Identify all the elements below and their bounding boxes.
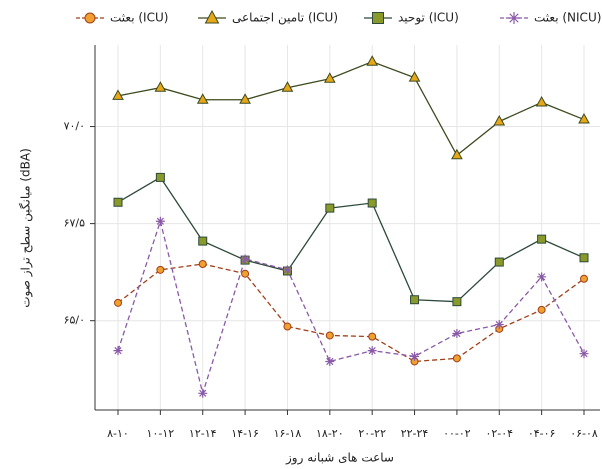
data-point — [367, 198, 377, 208]
data-point — [325, 356, 335, 366]
data-point — [579, 349, 589, 359]
data-point — [580, 274, 588, 283]
x-tick-label: ۱۲-۱۴ — [189, 427, 217, 440]
data-point — [493, 114, 506, 126]
data-point — [452, 329, 462, 339]
data-point — [537, 234, 547, 244]
x-tick-label: ۱۴-۱۶ — [231, 427, 259, 440]
y-axis-label: میانگین سطح تراز صوت (dBA) — [19, 148, 34, 308]
data-point — [241, 269, 250, 278]
x-tick-label: ۰۰-۰۲ — [443, 427, 471, 440]
legend-marker — [372, 12, 384, 24]
data-point — [494, 320, 504, 330]
series-line — [117, 218, 585, 396]
data-point — [154, 81, 167, 92]
data-point — [113, 346, 123, 356]
data-point — [410, 351, 420, 361]
data-point — [410, 295, 420, 305]
x-tick-label: ۲۲-۲۴ — [401, 427, 429, 440]
series-line — [117, 60, 585, 157]
x-tick-label: ۰۴-۰۶ — [528, 427, 556, 440]
legend-marker — [508, 12, 520, 24]
data-point — [282, 265, 292, 275]
y-tick-label: ۶۷/۵ — [64, 217, 86, 230]
data-point — [494, 257, 504, 267]
legend-label: توحید (ICU) — [398, 11, 459, 26]
data-point — [281, 81, 294, 92]
legend-label: بعثت (NICU) — [534, 11, 601, 25]
data-point — [452, 354, 461, 363]
data-point — [196, 93, 209, 104]
x-tick-label: ۱۶-۱۸ — [274, 427, 302, 440]
data-point — [156, 265, 165, 274]
data-point — [578, 113, 590, 124]
legend-marker — [84, 12, 96, 24]
data-point — [240, 254, 250, 264]
data-point — [579, 253, 589, 263]
data-point — [366, 55, 379, 66]
data-point — [155, 172, 165, 182]
legend-label: تامین اجتماعی (ICU) — [232, 11, 338, 26]
data-point — [535, 95, 548, 107]
data-point — [451, 148, 463, 160]
x-tick-label: ۰۲-۰۴ — [485, 427, 513, 440]
y-tick-label: ۶۵/۰ — [64, 314, 85, 327]
x-tick-label: ۸-۱۰ — [107, 427, 129, 440]
x-axis-label: ساعت های شبانه روز — [285, 451, 394, 466]
data-point — [537, 272, 547, 282]
data-point — [408, 71, 421, 82]
x-tick-label: ۰۶-۰۸ — [570, 427, 598, 440]
series-line — [117, 263, 585, 363]
data-point — [198, 388, 208, 398]
data-point — [198, 236, 208, 246]
data-point — [155, 216, 165, 226]
data-point — [323, 72, 336, 83]
data-point — [452, 297, 462, 307]
legend-label: بعثت (ICU) — [110, 11, 168, 25]
x-tick-label: ۲۰-۲۲ — [358, 427, 386, 440]
data-point — [325, 203, 335, 213]
series-line — [117, 176, 585, 303]
x-tick-label: ۱۸-۲۰ — [316, 427, 344, 440]
data-point — [239, 93, 251, 104]
legend-marker — [204, 9, 220, 24]
y-tick-label: ۷۰/۰ — [64, 120, 85, 133]
data-point — [113, 197, 123, 207]
data-point — [537, 305, 546, 314]
x-tick-label: ۱۰-۱۲ — [147, 427, 175, 440]
data-point — [368, 332, 377, 341]
data-point — [367, 346, 377, 356]
data-point — [283, 322, 292, 331]
data-point — [114, 298, 122, 307]
data-point — [198, 260, 207, 268]
data-point — [112, 89, 124, 100]
data-point — [325, 331, 334, 340]
